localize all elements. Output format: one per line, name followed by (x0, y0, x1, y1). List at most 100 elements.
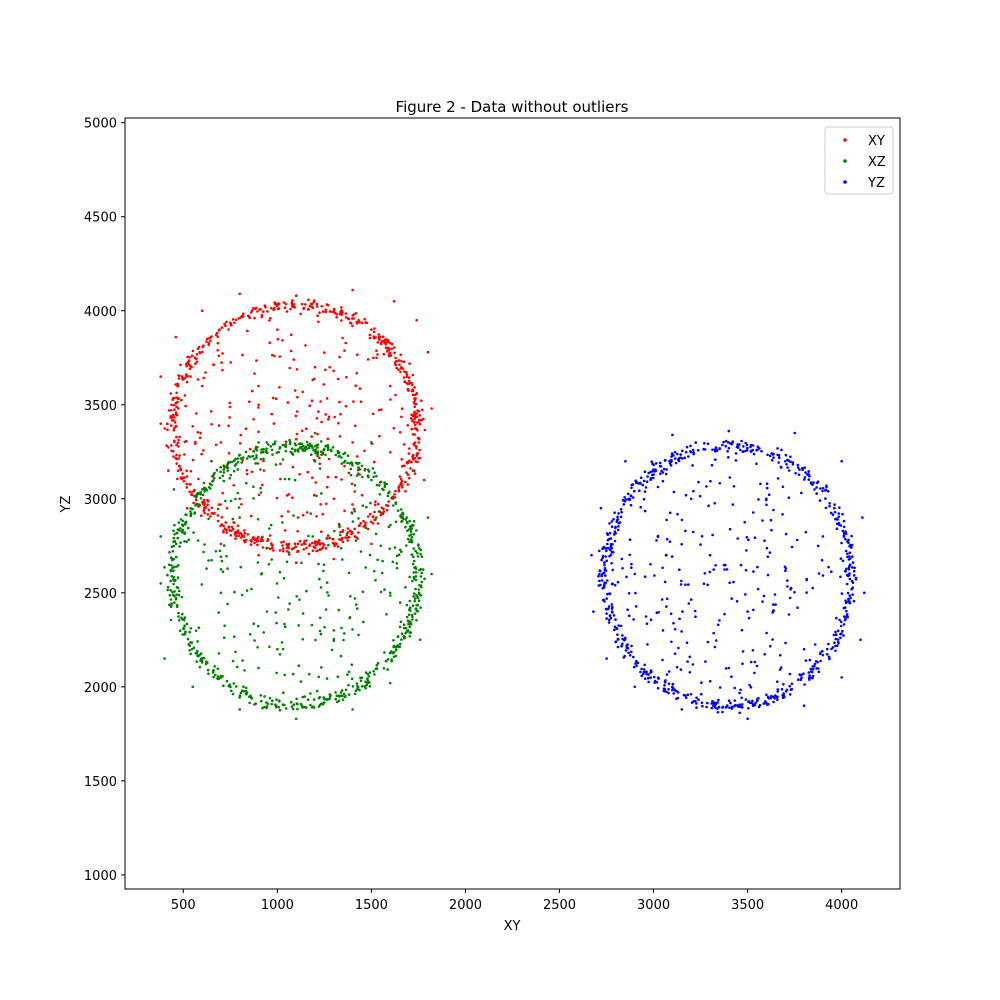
point-xy (271, 353, 274, 357)
point-xz (236, 468, 240, 471)
point-xy (354, 535, 358, 539)
point-xz (253, 457, 256, 461)
point-xy (189, 469, 193, 473)
point-xz (275, 621, 278, 625)
point-yz (711, 448, 714, 452)
point-yz (658, 464, 662, 468)
point-xz (408, 608, 411, 611)
point-xy (354, 312, 358, 315)
point-xy (189, 375, 192, 378)
point-xz (341, 694, 344, 698)
point-xy (385, 504, 388, 507)
point-xy (225, 528, 228, 532)
point-xy (174, 335, 178, 339)
point-xy (413, 386, 416, 389)
point-yz (813, 664, 816, 668)
point-xz (207, 672, 210, 675)
point-yz (809, 481, 813, 484)
point-xy (402, 443, 406, 446)
point-yz (613, 628, 616, 632)
point-xz (200, 661, 204, 664)
point-yz (607, 605, 611, 608)
point-yz (640, 667, 643, 671)
point-xz (308, 442, 312, 446)
point-yz (610, 562, 613, 565)
point-xz (314, 449, 317, 453)
point-xy (430, 407, 433, 410)
point-yz (744, 593, 747, 596)
point-yz (635, 664, 638, 668)
point-xz (226, 567, 229, 570)
point-xz (289, 440, 292, 444)
point-xy (415, 392, 419, 395)
point-xz (191, 507, 194, 511)
point-xz (399, 642, 402, 646)
point-xy (385, 508, 389, 512)
point-xz (232, 682, 236, 685)
point-xz (320, 492, 323, 495)
point-yz (765, 486, 769, 490)
point-yz (821, 535, 825, 538)
point-xy (201, 501, 204, 504)
point-yz (619, 624, 623, 628)
point-xy (398, 475, 402, 478)
point-xy (177, 374, 180, 377)
point-xz (178, 629, 182, 632)
point-xy (319, 400, 322, 403)
point-xz (419, 606, 422, 609)
point-yz (681, 457, 684, 460)
point-xz (294, 717, 298, 721)
point-xz (339, 533, 342, 537)
point-yz (651, 473, 654, 477)
point-xy (176, 441, 180, 445)
point-xy (403, 380, 407, 383)
point-xy (175, 405, 178, 409)
point-xz (342, 692, 346, 696)
point-xy (369, 520, 373, 524)
point-xz (316, 450, 319, 454)
point-xz (322, 448, 326, 452)
point-xz (392, 639, 395, 642)
point-yz (619, 508, 623, 511)
point-xz (173, 565, 176, 569)
point-yz (600, 558, 603, 562)
point-xy (397, 368, 400, 372)
point-yz (667, 691, 670, 695)
point-xy (399, 367, 403, 370)
point-yz (669, 464, 673, 467)
point-xy (394, 393, 397, 397)
point-xy (354, 384, 358, 388)
point-yz (783, 695, 786, 699)
point-yz (804, 471, 807, 474)
point-yz (604, 555, 607, 558)
point-xy (294, 437, 298, 441)
point-xy (200, 514, 203, 517)
point-xz (394, 520, 398, 524)
point-yz (848, 572, 851, 575)
point-xy (172, 419, 175, 422)
point-yz (776, 447, 779, 450)
point-yz (827, 642, 830, 646)
point-xz (354, 689, 358, 693)
point-xz (216, 507, 220, 511)
point-yz (712, 631, 715, 635)
point-xz (221, 570, 225, 573)
point-xz (219, 568, 223, 571)
point-yz (744, 698, 748, 701)
point-yz (781, 513, 784, 516)
point-yz (820, 558, 824, 562)
point-yz (728, 527, 732, 531)
point-yz (738, 691, 741, 695)
point-xy (316, 454, 319, 458)
point-yz (635, 659, 638, 663)
point-xy (299, 312, 302, 316)
point-yz (612, 517, 615, 521)
point-yz (613, 511, 616, 514)
point-xz (203, 543, 206, 546)
point-yz (846, 591, 850, 595)
point-yz (830, 570, 833, 573)
point-xy (384, 343, 388, 346)
point-xz (260, 536, 264, 539)
point-yz (791, 463, 795, 466)
point-yz (630, 650, 633, 654)
